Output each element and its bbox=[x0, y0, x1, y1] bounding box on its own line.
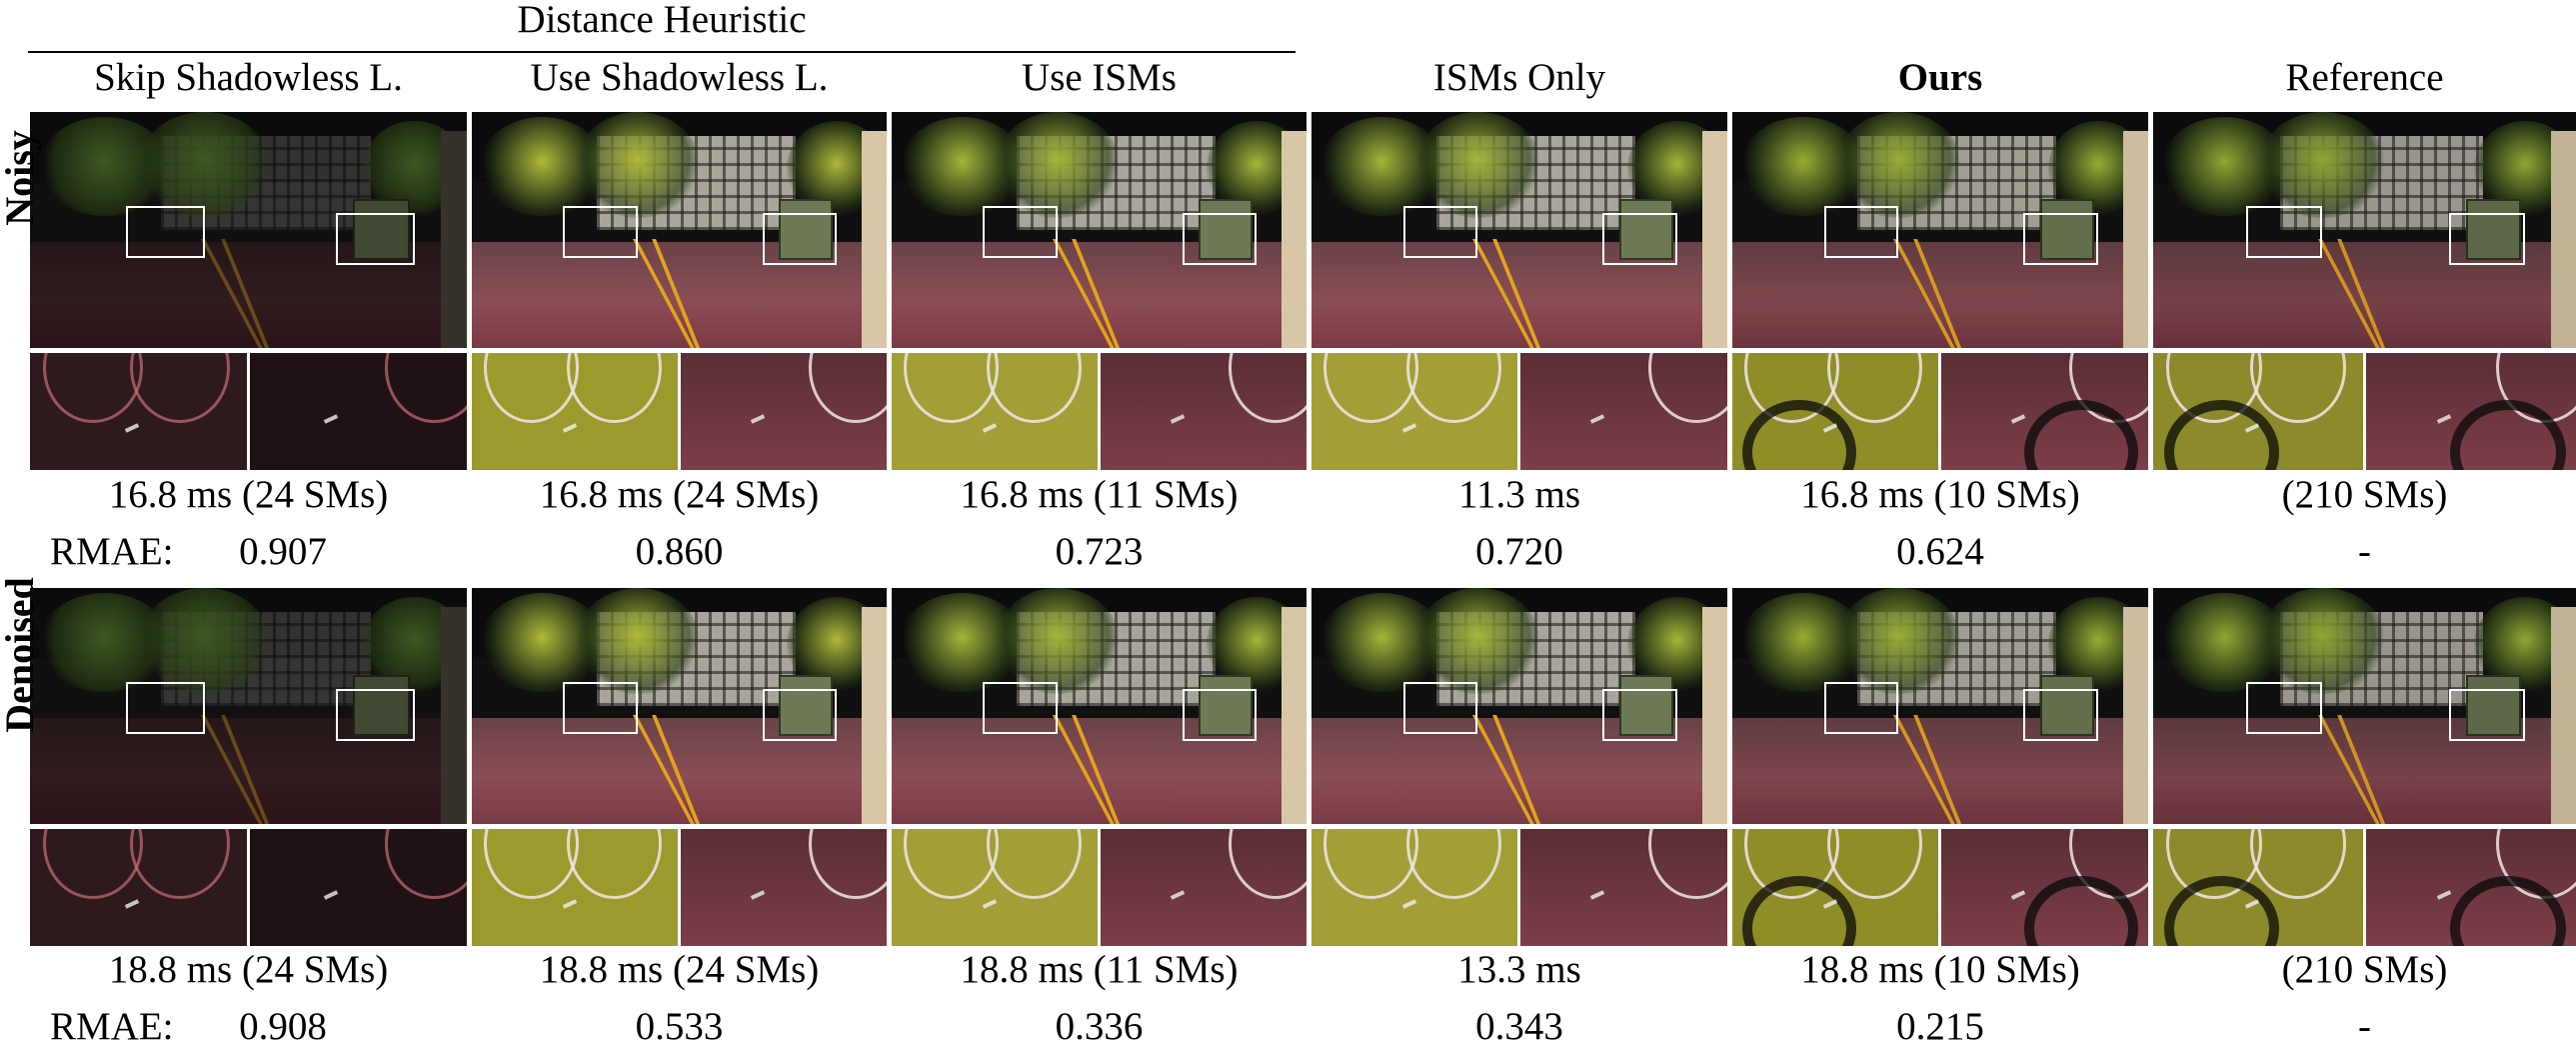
render-image-r0-c2 bbox=[892, 112, 1306, 348]
rmae-value-r1-c2: 0.336 bbox=[1055, 1005, 1144, 1048]
rmae-value-r1-c5: - bbox=[2358, 1005, 2371, 1048]
timing-r1-c4: 18.8 ms (10 SMs) bbox=[1800, 948, 2080, 991]
zoom-box bbox=[1182, 689, 1258, 742]
timing-r1-c5: (210 SMs) bbox=[2281, 948, 2448, 991]
zoom-crop-r1-c1-1 bbox=[681, 829, 887, 946]
render-image-r0-c0 bbox=[30, 112, 467, 348]
render-image-r0-c1 bbox=[472, 112, 887, 348]
zoom-crop-r0-c4-0 bbox=[1732, 353, 1938, 470]
rmae-value-r0-c0: 0.907 bbox=[239, 530, 327, 573]
zoom-box bbox=[1182, 213, 1258, 266]
timing-r0-c1: 16.8 ms (24 SMs) bbox=[539, 473, 820, 516]
column-header-2: Use ISMs bbox=[1022, 56, 1177, 99]
zoom-crop-r0-c3-1 bbox=[1520, 353, 1727, 470]
zoom-box bbox=[1823, 206, 1899, 259]
zoom-box bbox=[1602, 689, 1678, 742]
zoom-box bbox=[2023, 213, 2099, 266]
column-header-0: Skip Shadowless L. bbox=[94, 56, 403, 99]
zoom-crop-r1-c3-1 bbox=[1520, 829, 1727, 946]
render-image-r0-c3 bbox=[1311, 112, 1727, 348]
timing-r0-c3: 11.3 ms bbox=[1457, 473, 1581, 516]
timing-r0-c4: 16.8 ms (10 SMs) bbox=[1800, 473, 2080, 516]
zoom-box bbox=[563, 206, 638, 259]
zoom-box bbox=[563, 682, 638, 735]
zoom-crop-r1-c3-0 bbox=[1311, 829, 1517, 946]
zoom-crop-r1-c0-1 bbox=[250, 829, 467, 946]
zoom-crop-r1-c2-1 bbox=[1101, 829, 1306, 946]
zoom-crop-r1-c0-0 bbox=[30, 829, 247, 946]
zoom-crop-r0-c3-0 bbox=[1311, 353, 1517, 470]
zoom-crop-r0-c5-1 bbox=[2366, 353, 2576, 470]
group-header: Distance Heuristic bbox=[517, 0, 807, 41]
row-label-noisy: Noisy bbox=[0, 130, 42, 226]
zoom-box bbox=[983, 682, 1058, 735]
zoom-crop-r1-c1-0 bbox=[472, 829, 678, 946]
rmae-value-r0-c1: 0.860 bbox=[635, 530, 724, 573]
zoom-box bbox=[1602, 213, 1678, 266]
timing-r1-c3: 13.3 ms bbox=[1457, 948, 1581, 991]
zoom-crop-r1-c5-0 bbox=[2153, 829, 2363, 946]
zoom-crop-r0-c2-1 bbox=[1101, 353, 1306, 470]
row-label-denoised: Denoised bbox=[0, 577, 42, 733]
zoom-crop-r0-c2-0 bbox=[892, 353, 1098, 470]
rmae-value-r0-c3: 0.720 bbox=[1475, 530, 1563, 573]
zoom-box bbox=[983, 206, 1058, 259]
zoom-crop-r1-c5-1 bbox=[2366, 829, 2576, 946]
rmae-label-r0: RMAE: bbox=[50, 530, 174, 573]
zoom-box bbox=[762, 213, 838, 266]
rmae-label-r1: RMAE: bbox=[50, 1005, 174, 1048]
timing-r0-c5: (210 SMs) bbox=[2281, 473, 2448, 516]
column-header-3: ISMs Only bbox=[1432, 56, 1606, 99]
zoom-box bbox=[762, 689, 838, 742]
zoom-crop-r1-c4-1 bbox=[1941, 829, 2148, 946]
timing-r1-c0: 18.8 ms (24 SMs) bbox=[108, 948, 389, 991]
zoom-crop-r1-c4-0 bbox=[1732, 829, 1938, 946]
rmae-value-r1-c4: 0.215 bbox=[1896, 1005, 1984, 1048]
column-header-1: Use Shadowless L. bbox=[530, 56, 829, 99]
timing-r0-c2: 16.8 ms (11 SMs) bbox=[960, 473, 1239, 516]
zoom-box bbox=[126, 206, 205, 259]
timing-r0-c0: 16.8 ms (24 SMs) bbox=[108, 473, 389, 516]
render-image-r0-c5 bbox=[2153, 112, 2576, 348]
zoom-box bbox=[2023, 689, 2099, 742]
zoom-crop-r0-c5-0 bbox=[2153, 353, 2363, 470]
rmae-value-r1-c1: 0.533 bbox=[635, 1005, 724, 1048]
render-image-r1-c2 bbox=[892, 588, 1306, 824]
rmae-value-r1-c3: 0.343 bbox=[1475, 1005, 1563, 1048]
zoom-box bbox=[2246, 206, 2323, 259]
render-image-r1-c1 bbox=[472, 588, 887, 824]
zoom-box bbox=[1402, 206, 1478, 259]
rmae-value-r0-c4: 0.624 bbox=[1896, 530, 1984, 573]
group-header-rule bbox=[28, 51, 1295, 53]
zoom-box bbox=[2246, 682, 2323, 735]
column-header-4: Ours bbox=[1897, 56, 1983, 99]
zoom-crop-r0-c4-1 bbox=[1941, 353, 2148, 470]
render-image-r1-c4 bbox=[1732, 588, 2148, 824]
render-image-r0-c4 bbox=[1732, 112, 2148, 348]
render-image-r1-c0 bbox=[30, 588, 467, 824]
render-image-r1-c3 bbox=[1311, 588, 1727, 824]
zoom-box bbox=[335, 689, 415, 742]
zoom-box bbox=[1402, 682, 1478, 735]
zoom-crop-r0-c0-1 bbox=[250, 353, 467, 470]
rmae-value-r0-c5: - bbox=[2358, 530, 2371, 573]
zoom-crop-r0-c0-0 bbox=[30, 353, 247, 470]
zoom-box bbox=[1823, 682, 1899, 735]
zoom-box bbox=[2449, 689, 2526, 742]
zoom-crop-r0-c1-0 bbox=[472, 353, 678, 470]
column-header-5: Reference bbox=[2285, 56, 2444, 99]
zoom-box bbox=[2449, 213, 2526, 266]
zoom-crop-r1-c2-0 bbox=[892, 829, 1098, 946]
zoom-box bbox=[335, 213, 415, 266]
render-image-r1-c5 bbox=[2153, 588, 2576, 824]
rmae-value-r1-c0: 0.908 bbox=[239, 1005, 327, 1048]
zoom-box bbox=[126, 682, 205, 735]
rmae-value-r0-c2: 0.723 bbox=[1055, 530, 1144, 573]
timing-r1-c2: 18.8 ms (11 SMs) bbox=[960, 948, 1239, 991]
timing-r1-c1: 18.8 ms (24 SMs) bbox=[539, 948, 820, 991]
zoom-crop-r0-c1-1 bbox=[681, 353, 887, 470]
